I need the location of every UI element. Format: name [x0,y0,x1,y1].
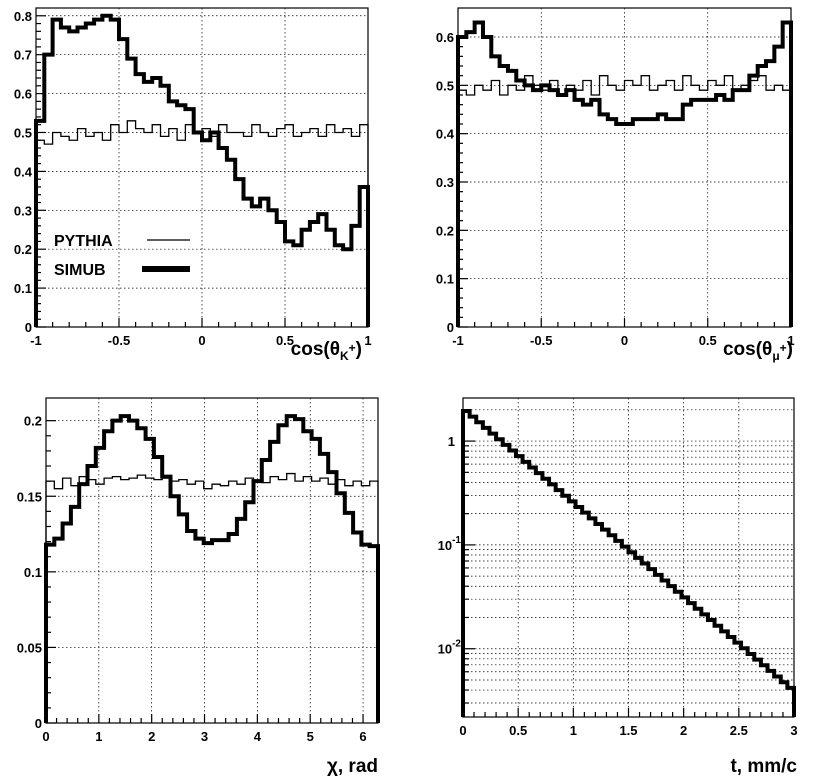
x-tick-label: 2 [680,723,687,738]
x-tick-label: 1 [364,333,371,348]
y-tick-label: 0 [35,716,42,731]
panel-chi: 0 1 2 3 4 5 6 0 0.05 0.1 0.15 0.2 χ, rad [17,397,380,777]
x-tick-label: 0.5 [276,333,294,348]
x-axis-label: cos(θK+) [291,339,362,363]
series-layer [34,13,370,327]
panel-cos-theta-k: -1 -0.5 0 0.5 1 0 0.1 0.2 0.3 0.4 0.5 0.6 0.7 0.8 cos… [14,7,372,363]
x-tick-label: -0.5 [108,333,130,348]
series-layer [456,20,793,327]
x-label-base: cos(θ [723,339,772,360]
x-label-sup: + [349,341,356,355]
x-tick-label: -1 [452,333,464,348]
x-tick-label: -0.5 [530,333,552,348]
series-simub [34,13,370,327]
x-label-sup: + [780,341,787,355]
y-tick-base: 10 [438,538,452,553]
y-tick-label: 0.4 [436,127,455,142]
x-label-base: cos(θ [291,339,340,360]
x-tick-label: 0.5 [699,333,717,348]
x-tick-label: 0 [621,333,628,348]
x-label-sub: μ [772,349,779,363]
plot-frame [45,397,379,724]
y-tick-label: 0.5 [14,125,32,140]
axis-ticks: -1 -0.5 0 0.5 1 0 0.1 0.2 0.3 0.4 0.5 0.6 [436,30,795,348]
legend-label-simub: SIMUB [54,262,106,279]
panel-cos-theta-mu: -1 -0.5 0 0.5 1 0 0.1 0.2 0.3 0.4 0.5 0.6 cos(θμ+) [436,7,795,363]
y-tick-label: 0.15 [17,489,42,504]
y-tick-base: 10 [438,642,452,657]
x-tick-label: 2.5 [730,723,748,738]
x-label-close: ) [787,339,793,360]
x-label-close: ) [356,339,362,360]
x-axis-label: cos(θμ+) [723,339,793,363]
y-tick-label: 0.1 [436,272,454,287]
plot-frame [457,7,792,328]
grid [36,8,368,327]
x-tick-label: 1 [570,723,577,738]
x-tick-label: 0 [198,333,205,348]
series-layer [44,414,380,723]
y-tick-label: 0.2 [436,223,454,238]
y-tick-label: 0.2 [14,242,32,257]
y-tick-label: 0.3 [14,203,32,218]
series-simub [461,408,796,717]
y-tick-label: 0.1 [14,281,32,296]
x-tick-label: 0.5 [509,723,527,738]
x-tick-label: 1 [787,333,794,348]
series-simub [456,20,793,327]
y-tick-label: 0.1 [24,565,42,580]
x-tick-label: 4 [254,729,262,744]
x-tick-label: 1 [95,729,102,744]
y-tick-label: 0 [25,320,32,335]
x-tick-label: -1 [30,333,42,348]
y-tick-label: 10-2 [438,639,462,657]
legend: PYTHIA SIMUB [54,233,190,279]
x-tick-label: 3 [201,729,208,744]
series-layer [461,408,796,717]
y-tick-label: 0.05 [17,640,42,655]
y-tick-label: 0.6 [436,30,454,45]
y-tick-label: 0.2 [24,414,42,429]
axis-ticks: 0 1 2 3 4 5 6 0 0.05 0.1 0.15 0.2 [17,414,367,744]
y-tick-label: 0 [447,320,454,335]
x-tick-label: 0 [42,729,49,744]
series-simub [44,414,380,723]
y-tick-label: 0.3 [436,175,454,190]
y-tick-label: 0.6 [14,87,32,102]
y-tick-label: 0.5 [436,78,454,93]
axis-ticks: -1 -0.5 0 0.5 1 0 0.1 0.2 0.3 0.4 0.5 0.6 0.7 0.8 [14,9,372,348]
grid [463,398,794,717]
grid [46,398,378,723]
series-pythia [45,472,379,723]
plot-frame [35,7,369,328]
x-axis-label: t, mm/c [730,756,797,777]
y-tick-label: 0.8 [14,9,32,24]
x-axis-label: χ, rad [327,756,378,777]
x-tick-label: 5 [307,729,314,744]
y-tick-label: 0.7 [14,48,32,63]
y-tick-exp: -2 [452,639,461,650]
y-tick-label: 0.4 [14,164,33,179]
x-tick-label: 0 [459,723,466,738]
x-tick-label: 1.5 [619,723,637,738]
y-tick-label: 10-1 [438,535,462,553]
grid [458,8,791,327]
legend-label-pythia: PYTHIA [54,233,113,250]
x-tick-label: 2 [148,729,155,744]
x-tick-label: 6 [359,729,366,744]
y-tick-label: 1 [448,434,455,449]
x-label-sub: K [340,349,349,363]
x-tick-label: 3 [790,723,797,738]
y-tick-exp: -1 [452,535,461,546]
